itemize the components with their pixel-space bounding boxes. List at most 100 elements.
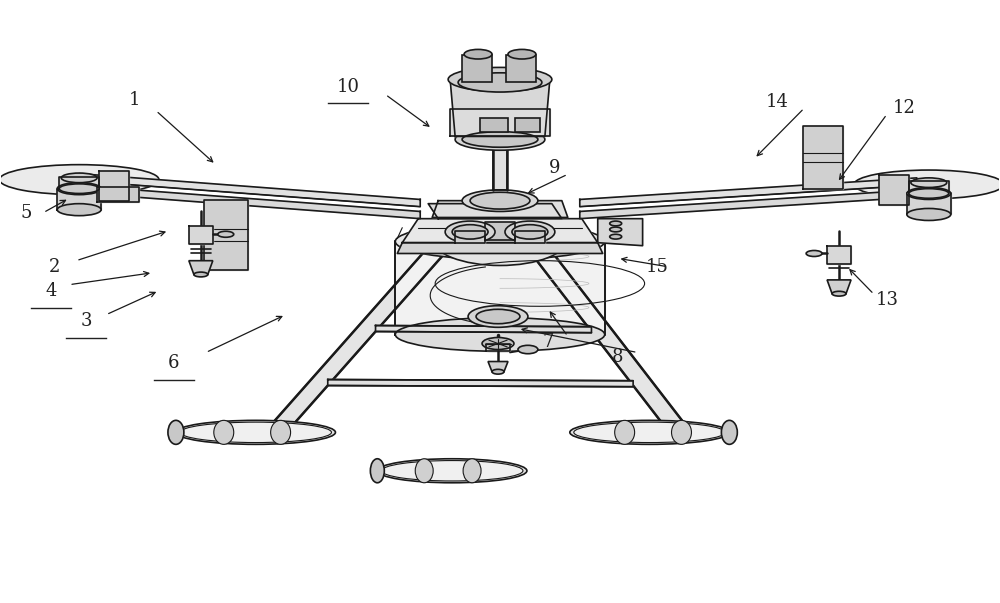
Text: 9: 9 bbox=[549, 159, 561, 177]
Ellipse shape bbox=[214, 420, 234, 444]
Ellipse shape bbox=[194, 272, 208, 277]
Text: 5: 5 bbox=[21, 204, 32, 222]
Polygon shape bbox=[397, 242, 603, 253]
Ellipse shape bbox=[0, 165, 159, 195]
Text: 15: 15 bbox=[646, 257, 669, 276]
Ellipse shape bbox=[672, 420, 691, 444]
Text: 4: 4 bbox=[46, 282, 57, 300]
Polygon shape bbox=[580, 178, 917, 207]
Polygon shape bbox=[907, 194, 951, 215]
Ellipse shape bbox=[721, 420, 737, 444]
Ellipse shape bbox=[370, 459, 384, 483]
Ellipse shape bbox=[907, 188, 951, 200]
Polygon shape bbox=[493, 144, 507, 190]
Text: 2: 2 bbox=[49, 257, 60, 276]
Ellipse shape bbox=[61, 173, 97, 183]
Ellipse shape bbox=[57, 204, 101, 216]
Ellipse shape bbox=[464, 49, 492, 59]
Ellipse shape bbox=[445, 221, 495, 242]
Polygon shape bbox=[827, 245, 851, 264]
Text: 13: 13 bbox=[875, 291, 898, 309]
Ellipse shape bbox=[218, 232, 234, 237]
Ellipse shape bbox=[458, 73, 542, 92]
Ellipse shape bbox=[610, 221, 622, 226]
Text: 3: 3 bbox=[80, 312, 92, 330]
Ellipse shape bbox=[476, 309, 520, 324]
Ellipse shape bbox=[832, 291, 846, 296]
Ellipse shape bbox=[180, 422, 331, 443]
Bar bbox=[480, 118, 508, 131]
Polygon shape bbox=[395, 241, 605, 335]
Ellipse shape bbox=[455, 128, 545, 150]
Polygon shape bbox=[488, 362, 508, 371]
Polygon shape bbox=[376, 326, 591, 333]
Ellipse shape bbox=[492, 369, 504, 374]
Ellipse shape bbox=[448, 68, 552, 92]
Polygon shape bbox=[99, 171, 129, 201]
Polygon shape bbox=[59, 177, 99, 189]
Polygon shape bbox=[450, 80, 550, 136]
Ellipse shape bbox=[176, 420, 335, 444]
Polygon shape bbox=[97, 188, 139, 202]
Text: 10: 10 bbox=[337, 78, 360, 96]
Ellipse shape bbox=[381, 461, 523, 481]
Ellipse shape bbox=[615, 420, 635, 444]
Polygon shape bbox=[803, 126, 843, 189]
Ellipse shape bbox=[468, 306, 528, 327]
Ellipse shape bbox=[909, 189, 949, 198]
Text: 7: 7 bbox=[542, 333, 554, 352]
Ellipse shape bbox=[168, 420, 184, 444]
Ellipse shape bbox=[452, 225, 488, 239]
Ellipse shape bbox=[470, 192, 530, 209]
Polygon shape bbox=[79, 174, 420, 207]
Ellipse shape bbox=[395, 224, 605, 259]
Polygon shape bbox=[204, 200, 248, 270]
Ellipse shape bbox=[432, 212, 568, 265]
Polygon shape bbox=[909, 182, 949, 194]
Polygon shape bbox=[189, 227, 213, 244]
Ellipse shape bbox=[463, 459, 481, 483]
Ellipse shape bbox=[911, 178, 947, 188]
Ellipse shape bbox=[518, 346, 538, 354]
Polygon shape bbox=[515, 231, 545, 242]
Polygon shape bbox=[189, 260, 213, 274]
Bar bbox=[506, 55, 536, 83]
Ellipse shape bbox=[505, 221, 555, 242]
Ellipse shape bbox=[806, 250, 822, 256]
Polygon shape bbox=[57, 189, 101, 210]
Polygon shape bbox=[450, 109, 550, 136]
Polygon shape bbox=[269, 242, 454, 428]
Polygon shape bbox=[485, 222, 515, 239]
Ellipse shape bbox=[854, 170, 1000, 199]
Ellipse shape bbox=[574, 422, 725, 443]
Bar bbox=[462, 55, 492, 83]
Text: 1: 1 bbox=[128, 92, 140, 109]
Polygon shape bbox=[580, 190, 917, 219]
Polygon shape bbox=[486, 344, 510, 352]
Ellipse shape bbox=[482, 338, 514, 350]
Ellipse shape bbox=[59, 184, 99, 194]
Ellipse shape bbox=[57, 183, 101, 195]
Ellipse shape bbox=[907, 209, 951, 221]
Text: 8: 8 bbox=[612, 348, 623, 366]
Polygon shape bbox=[598, 219, 643, 245]
Ellipse shape bbox=[610, 235, 622, 239]
Ellipse shape bbox=[462, 190, 538, 212]
Ellipse shape bbox=[395, 318, 605, 352]
Ellipse shape bbox=[512, 225, 548, 239]
Polygon shape bbox=[402, 219, 598, 242]
Polygon shape bbox=[428, 204, 562, 219]
Ellipse shape bbox=[610, 227, 622, 232]
Text: 12: 12 bbox=[892, 99, 915, 117]
Ellipse shape bbox=[377, 459, 527, 483]
Ellipse shape bbox=[271, 420, 291, 444]
Text: 14: 14 bbox=[766, 93, 789, 111]
Ellipse shape bbox=[570, 420, 729, 444]
Polygon shape bbox=[879, 175, 909, 206]
Polygon shape bbox=[432, 201, 568, 218]
Ellipse shape bbox=[415, 459, 433, 483]
Polygon shape bbox=[79, 186, 420, 219]
Polygon shape bbox=[827, 280, 851, 294]
Ellipse shape bbox=[462, 131, 538, 147]
Text: 6: 6 bbox=[168, 354, 180, 371]
